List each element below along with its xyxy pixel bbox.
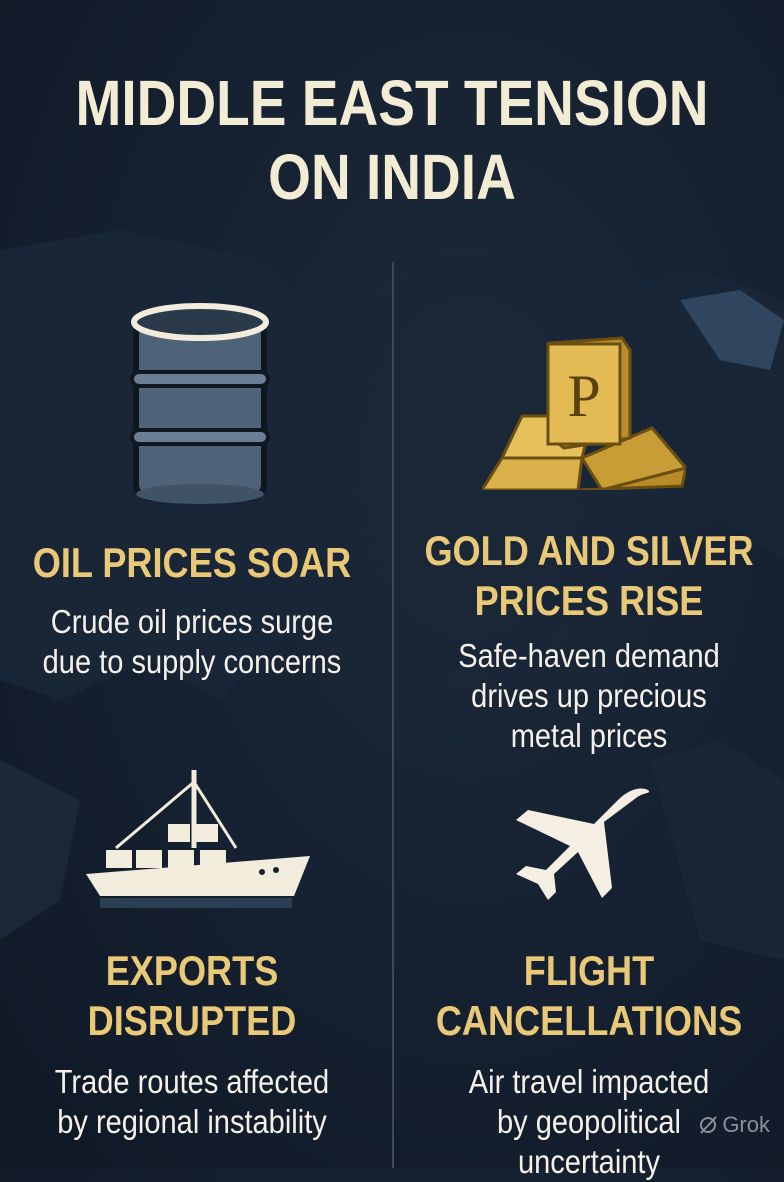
- gold-section: GOLD AND SILVER PRICES RISE Safe-haven d…: [394, 526, 784, 756]
- oil-barrel-icon: [130, 303, 270, 504]
- title-line-2: ON INDIA: [268, 141, 516, 213]
- page-title: MIDDLE EAST TENSION ON INDIA: [55, 66, 729, 214]
- watermark-text: Grok: [722, 1112, 770, 1137]
- grok-logo-icon: [700, 1116, 718, 1134]
- cargo-ship-icon: [86, 770, 310, 908]
- flight-heading-line: FLIGHT: [523, 947, 655, 994]
- gold-heading-line: PRICES RISE: [474, 577, 704, 624]
- flight-section: FLIGHT CANCELLATIONS Air travel impacted…: [394, 946, 784, 1182]
- flight-body-line: Air travel impacted: [468, 1063, 710, 1100]
- oil-body: Crude oil prices surge due to supply con…: [23, 602, 361, 682]
- exports-body-line: by regional instability: [57, 1103, 327, 1140]
- flight-heading-line: CANCELLATIONS: [435, 997, 743, 1044]
- exports-heading-line: DISRUPTED: [87, 997, 297, 1044]
- flight-body-line: uncertainty: [517, 1143, 661, 1180]
- grok-watermark: Grok: [698, 1112, 770, 1138]
- exports-body: Trade routes affected by regional instab…: [23, 1062, 361, 1142]
- oil-body-line: Crude oil prices surge: [50, 603, 334, 640]
- exports-body-line: Trade routes affected: [54, 1063, 330, 1100]
- exports-section: EXPORTS DISRUPTED Trade routes affected …: [0, 946, 384, 1142]
- gold-heading: GOLD AND SILVER PRICES RISE: [421, 526, 756, 626]
- flight-body-line: by geopolitical: [496, 1103, 682, 1140]
- oil-heading: OIL PRICES SOAR: [32, 539, 352, 586]
- gold-body-line: metal prices: [510, 717, 668, 754]
- column-divider: [392, 262, 394, 1168]
- gold-bars-icon: P: [482, 336, 686, 490]
- exports-heading: EXPORTS DISRUPTED: [27, 946, 357, 1046]
- gold-heading-line: GOLD AND SILVER: [424, 527, 754, 574]
- exports-heading-line: EXPORTS: [105, 947, 279, 994]
- gold-body-line: drives up precious: [471, 677, 707, 714]
- gold-body-line: Safe-haven demand: [458, 637, 720, 674]
- gold-bar-letter: P: [567, 363, 600, 429]
- airplane-icon: [516, 788, 650, 900]
- oil-body-line: due to supply concerns: [42, 643, 342, 680]
- oil-section: OIL PRICES SOAR Crude oil prices surge d…: [0, 538, 384, 682]
- flight-heading: FLIGHT CANCELLATIONS: [421, 946, 756, 1046]
- gold-body: Safe-haven demand drives up precious met…: [417, 636, 760, 756]
- title-line-1: MIDDLE EAST TENSION: [75, 67, 709, 139]
